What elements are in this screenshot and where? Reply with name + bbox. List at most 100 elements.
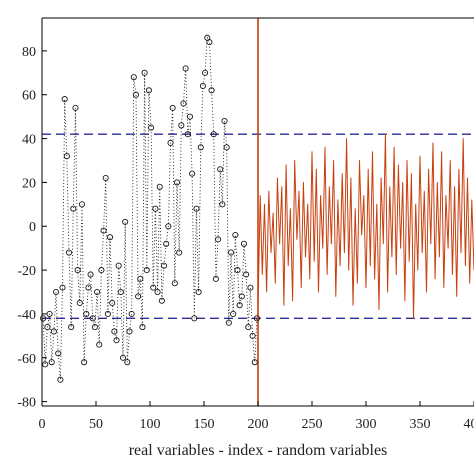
real-point xyxy=(139,324,146,331)
x-tick-label: 150 xyxy=(194,417,215,432)
x-tick-label: 0 xyxy=(39,417,46,432)
real-point xyxy=(173,179,181,186)
real-point xyxy=(154,288,161,296)
real-point xyxy=(109,299,116,307)
real-point xyxy=(70,205,77,212)
x-tick-label: 50 xyxy=(89,417,103,432)
y-tick-label: -40 xyxy=(17,308,36,323)
y-tick-label: -80 xyxy=(17,396,36,411)
real-point xyxy=(128,310,135,317)
real-point xyxy=(176,249,183,256)
real-point xyxy=(227,249,235,256)
x-tick-label: 350 xyxy=(410,417,431,432)
real-point xyxy=(238,293,245,300)
real-point xyxy=(100,227,107,234)
real-point xyxy=(137,275,144,282)
real-point xyxy=(249,332,256,339)
real-point xyxy=(135,293,142,300)
real-point xyxy=(143,267,150,274)
real-point xyxy=(113,337,120,344)
y-tick-label: 0 xyxy=(29,220,36,235)
real-point xyxy=(132,91,140,98)
real-series-connector xyxy=(42,35,258,380)
real-point xyxy=(180,100,187,107)
real-point xyxy=(225,319,232,326)
real-point xyxy=(247,284,254,291)
y-tick-label: 20 xyxy=(22,176,36,191)
real-point xyxy=(145,87,152,94)
real-point xyxy=(234,267,241,274)
real-point xyxy=(124,359,131,366)
real-point xyxy=(210,131,217,138)
real-point xyxy=(102,174,109,182)
real-point xyxy=(126,328,133,335)
real-point xyxy=(40,315,47,322)
x-tick-label: 400 xyxy=(464,417,474,432)
x-axis-label: real variables - index - random variable… xyxy=(129,442,388,459)
real-point xyxy=(245,324,252,331)
real-point xyxy=(117,288,124,296)
real-point xyxy=(74,267,81,274)
real-point xyxy=(230,310,237,317)
real-point xyxy=(195,288,202,296)
real-point xyxy=(243,271,250,278)
real-point xyxy=(48,359,55,366)
real-point xyxy=(50,328,57,335)
real-point xyxy=(206,39,213,46)
x-tick-label: 300 xyxy=(356,417,377,432)
tick-labels: -80 -60 -40 -20 0 20 40 60 80 0 50 100 150 200 250 300 3… xyxy=(17,45,474,432)
real-point xyxy=(59,284,66,291)
real-point xyxy=(85,284,92,291)
real-point xyxy=(184,131,191,138)
real-point xyxy=(171,280,178,287)
real-point xyxy=(156,183,163,190)
x-tick-label: 250 xyxy=(302,417,323,432)
real-point xyxy=(221,117,228,125)
real-point xyxy=(91,324,98,331)
real-point xyxy=(104,310,111,317)
real-point xyxy=(253,315,260,322)
real-point xyxy=(208,87,215,94)
real-point xyxy=(167,139,174,146)
real-point xyxy=(152,205,159,212)
real-point xyxy=(212,275,219,282)
y-tick-label: 40 xyxy=(22,133,36,148)
real-point xyxy=(189,170,196,177)
real-point xyxy=(55,350,62,357)
real-point xyxy=(83,310,90,317)
real-point xyxy=(193,205,200,212)
real-point xyxy=(42,361,49,368)
real-point xyxy=(44,324,51,331)
real-point xyxy=(165,223,172,230)
real-point xyxy=(214,236,222,243)
real-point xyxy=(111,328,118,335)
real-point xyxy=(186,113,194,120)
real-point xyxy=(65,249,73,256)
real-point xyxy=(232,231,239,239)
real-point xyxy=(178,122,185,129)
real-point xyxy=(87,271,94,278)
real-point xyxy=(219,201,226,208)
real-point xyxy=(52,288,60,296)
real-point xyxy=(68,324,75,331)
y-tick-label: 60 xyxy=(22,89,36,104)
real-point xyxy=(191,315,198,322)
real-point xyxy=(158,297,165,304)
real-point xyxy=(202,69,209,76)
y-tick-label: -60 xyxy=(17,352,36,367)
x-tick-label: 200 xyxy=(248,417,269,432)
real-point xyxy=(160,262,168,269)
real-point xyxy=(63,153,70,160)
real-variables-series xyxy=(40,34,260,383)
y-tick-label: 80 xyxy=(22,45,36,60)
real-point xyxy=(115,262,122,269)
real-point xyxy=(106,234,114,241)
real-point xyxy=(94,288,101,296)
real-point xyxy=(197,144,204,151)
real-point xyxy=(98,267,105,274)
real-point xyxy=(61,96,68,103)
real-point xyxy=(72,104,79,111)
x-tick-label: 100 xyxy=(140,417,161,432)
real-point xyxy=(148,124,155,131)
real-point xyxy=(217,166,224,173)
